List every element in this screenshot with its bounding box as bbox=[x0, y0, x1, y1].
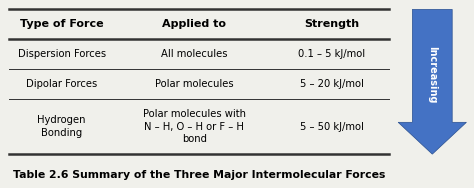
Text: Polar molecules with
N – H, O – H or F – H
bond: Polar molecules with N – H, O – H or F –… bbox=[143, 109, 246, 144]
Text: 5 – 50 kJ/mol: 5 – 50 kJ/mol bbox=[300, 122, 364, 132]
Text: 0.1 – 5 kJ/mol: 0.1 – 5 kJ/mol bbox=[298, 49, 365, 59]
Text: Hydrogen
Bonding: Hydrogen Bonding bbox=[37, 115, 86, 138]
Text: Type of Force: Type of Force bbox=[20, 19, 103, 29]
Text: Polar molecules: Polar molecules bbox=[155, 79, 234, 89]
Text: Applied to: Applied to bbox=[162, 19, 227, 29]
Text: Increasing: Increasing bbox=[427, 45, 438, 103]
Text: Strength: Strength bbox=[304, 19, 359, 29]
Text: 5 – 20 kJ/mol: 5 – 20 kJ/mol bbox=[300, 79, 364, 89]
Text: Table 2.6 Summary of the Three Major Intermolecular Forces: Table 2.6 Summary of the Three Major Int… bbox=[13, 170, 385, 180]
Text: All molecules: All molecules bbox=[161, 49, 228, 59]
Text: Dispersion Forces: Dispersion Forces bbox=[18, 49, 106, 59]
Text: Dipolar Forces: Dipolar Forces bbox=[26, 79, 97, 89]
Polygon shape bbox=[398, 9, 466, 154]
